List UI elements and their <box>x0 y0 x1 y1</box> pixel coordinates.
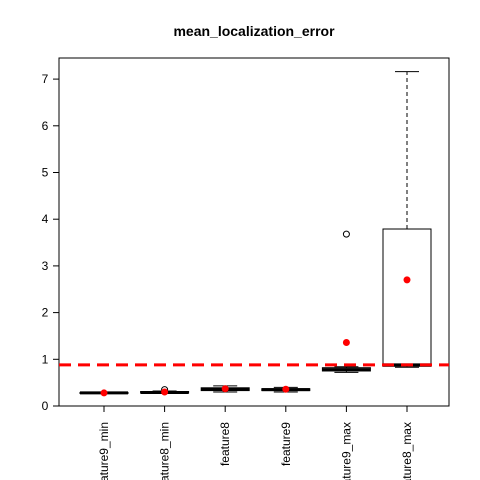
chart-title: mean_localization_error <box>173 23 335 39</box>
x-tick-label: feature8 <box>218 422 232 466</box>
y-tick-label: 1 <box>42 352 49 366</box>
outlier-point <box>342 230 350 238</box>
x-axis: feature9_min feature8_min feature8 feature9… <box>97 406 414 480</box>
y-axis: 0 1 2 3 4 5 6 7 <box>42 72 60 413</box>
y-tick-label: 7 <box>42 72 49 86</box>
y-tick-label: 6 <box>42 119 49 133</box>
y-tick-label: 4 <box>42 212 49 226</box>
mean-marker <box>100 389 108 397</box>
box-feature9_max <box>321 230 371 373</box>
box-feature8_max <box>382 71 432 368</box>
x-tick-label: feature8_min <box>158 422 172 480</box>
mean-marker <box>282 385 290 393</box>
x-tick-label: feature9 <box>279 422 293 466</box>
mean-markers <box>100 276 411 397</box>
y-tick-label: 0 <box>42 399 49 413</box>
x-tick-label: feature9_max <box>339 422 353 480</box>
mean-marker <box>161 388 169 396</box>
x-tick-label: feature8_max <box>400 422 414 480</box>
mean-marker <box>221 385 229 393</box>
y-tick-label: 5 <box>42 166 49 180</box>
box-series <box>79 71 432 395</box>
y-tick-label: 3 <box>42 259 49 273</box>
y-tick-label: 2 <box>42 306 49 320</box>
x-tick-label: feature9_min <box>97 422 111 480</box>
box-iqr <box>382 228 432 367</box>
mean-marker <box>403 276 411 284</box>
mean-marker <box>342 338 350 346</box>
